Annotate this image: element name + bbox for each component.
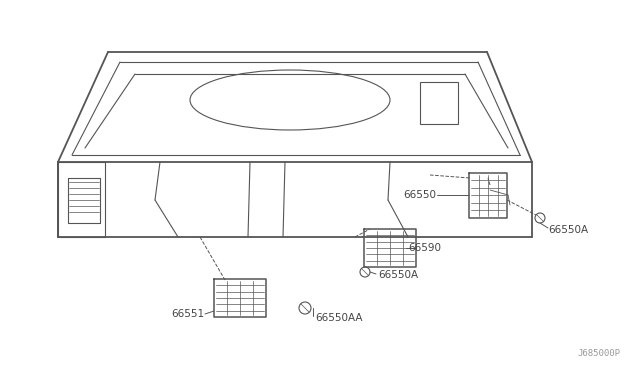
Text: J685000P: J685000P [577, 349, 620, 358]
Text: 66550A: 66550A [548, 225, 588, 235]
Text: 66590: 66590 [408, 243, 441, 253]
Text: 66550A: 66550A [378, 270, 418, 280]
Text: 66550: 66550 [403, 190, 436, 200]
Text: 66551: 66551 [171, 309, 204, 319]
Text: 66550AA: 66550AA [315, 313, 362, 323]
